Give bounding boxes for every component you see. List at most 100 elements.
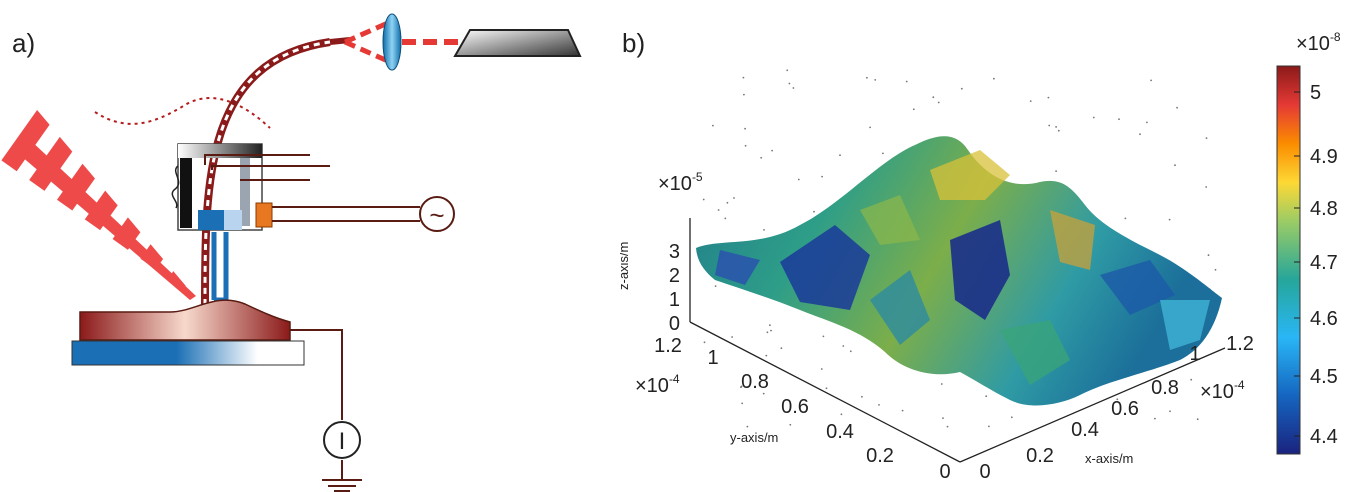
setup-schematic: ~ I <box>1 13 582 492</box>
scatter-point <box>1207 254 1210 257</box>
scatter-point <box>1055 126 1057 128</box>
colorbar-tick-label: 4.4 <box>1310 426 1338 448</box>
scatter-point <box>740 386 742 389</box>
scatter-point <box>1118 118 1120 121</box>
scatter-point <box>842 345 845 347</box>
z-tick-label: 3 <box>669 241 680 263</box>
scatter-point <box>702 198 705 201</box>
x-axis-multiplier: ×10-4 <box>1200 378 1245 403</box>
z-axis-label: z-axis/m <box>620 242 631 290</box>
scatter-point <box>940 383 943 385</box>
ac-source <box>419 196 455 232</box>
colorbar-tick-label: 4.8 <box>1310 198 1338 220</box>
y-tick-label: 0 <box>939 461 950 483</box>
scatter-point <box>942 417 944 419</box>
scatter-point <box>726 201 729 204</box>
scatter-point <box>839 154 841 157</box>
current-meter-symbol: I <box>339 428 346 455</box>
scatter-point <box>792 87 795 89</box>
scatter-point <box>789 423 792 426</box>
prism <box>453 29 582 57</box>
scatter-point <box>849 350 852 353</box>
scatter-point <box>932 96 935 99</box>
scatter-point <box>788 82 791 85</box>
scatter-point <box>960 87 963 90</box>
scatter-point <box>985 395 988 398</box>
scatter-point <box>1169 410 1171 413</box>
scatter-point <box>746 425 749 428</box>
laser-fan-stripe <box>112 217 141 250</box>
y-tick-label: 0.4 <box>826 421 854 443</box>
scatter-point <box>1116 398 1119 401</box>
scatter-point <box>1010 416 1013 419</box>
x-tick-label: 0.6 <box>1111 398 1139 420</box>
scatter-point <box>821 175 823 178</box>
scatter-point <box>744 127 746 130</box>
scatter-point <box>840 413 843 416</box>
scatter-point <box>1205 137 1208 140</box>
laser-fan-stripe <box>57 163 95 211</box>
x-axis-line <box>959 347 1226 463</box>
colorbar-tick-label: 4.5 <box>1310 366 1338 388</box>
panel-b-label: b) <box>622 28 646 58</box>
laser-fan-stripe <box>29 136 73 191</box>
tuning-fork <box>211 232 229 303</box>
scatter-point <box>760 156 763 159</box>
scatter-point <box>1092 116 1095 119</box>
scatter-point <box>946 425 949 428</box>
scatter-point <box>733 197 735 199</box>
colorbar-tick-label: 4.9 <box>1310 146 1338 168</box>
scatter-point <box>861 395 863 398</box>
scatter-point <box>993 77 995 80</box>
axes <box>689 218 1226 463</box>
surface-plot: ×10-50123z-axis/m00.20.40.60.811.2×10-4y… <box>620 30 1341 483</box>
current-meter <box>323 421 361 459</box>
scatter-point <box>797 178 800 181</box>
scatter-point <box>988 425 990 428</box>
colorbar-tick-label: 4.7 <box>1310 252 1338 274</box>
lens <box>382 13 402 71</box>
z-axis-multiplier: ×10-5 <box>658 170 703 195</box>
z-tick-label: 1 <box>669 289 680 311</box>
laser-fan-stripe <box>84 190 118 231</box>
y-tick-label: 1.2 <box>654 335 682 357</box>
scatter-point <box>780 347 783 350</box>
z-tick-label: 0 <box>669 313 680 335</box>
scatter-point <box>724 217 727 220</box>
laser-beam-focus <box>343 19 392 65</box>
y-axis-multiplier: ×10-4 <box>635 372 680 397</box>
colorbar <box>1276 65 1301 455</box>
y-tick-label: 1 <box>707 347 718 369</box>
scatter-point <box>1174 164 1176 167</box>
wave-dotted <box>94 97 271 129</box>
scatter-point <box>1029 100 1032 102</box>
scatter-point <box>763 229 765 231</box>
scatter-point <box>731 336 733 338</box>
scatter-point <box>905 80 908 83</box>
y-tick-label: 0.6 <box>781 396 809 418</box>
x-tick-label: 0.4 <box>1071 419 1099 441</box>
x-tick-label: 0.2 <box>1026 445 1054 467</box>
x-axis-label: x-axis/m <box>1085 451 1133 466</box>
scatter-point <box>822 335 825 338</box>
x-tick-label: 0 <box>979 461 990 483</box>
scatter-point <box>762 392 765 395</box>
scatter-point <box>825 387 828 390</box>
scatter-point <box>743 93 745 96</box>
scatter-point <box>769 324 771 327</box>
scatter-point <box>1176 106 1178 109</box>
scatter-point <box>937 101 940 104</box>
scatter-point <box>744 144 747 147</box>
laser-beam-fan <box>1 110 196 300</box>
colorbar-tick-label: 4.6 <box>1310 308 1338 330</box>
scatter-point <box>866 76 868 79</box>
scatter-point <box>901 409 904 412</box>
scatter-point <box>1057 129 1060 132</box>
scatter-point <box>1146 121 1148 124</box>
z-tick-label: 2 <box>669 265 680 287</box>
y-tick-label: 0.8 <box>741 371 769 393</box>
scatter-point <box>1168 218 1171 221</box>
wires <box>204 154 420 492</box>
scatter-point <box>1150 79 1152 82</box>
